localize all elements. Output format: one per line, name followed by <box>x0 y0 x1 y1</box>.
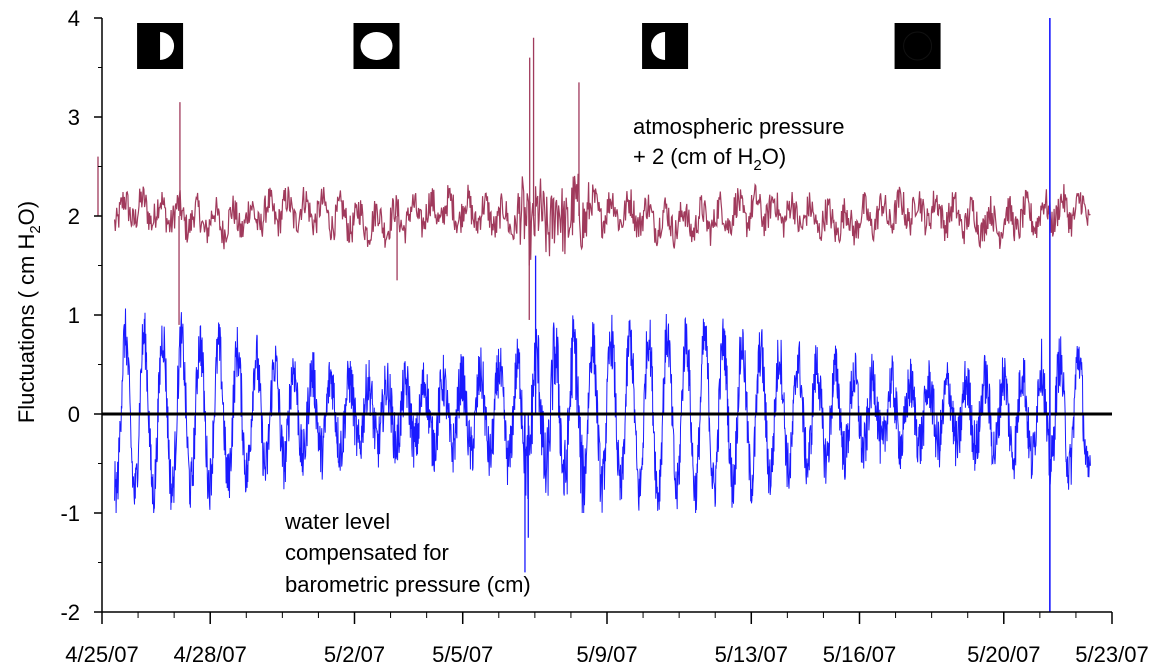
new-moon-moon-icon <box>894 23 941 69</box>
x-tick-label: 4/25/07 <box>65 642 138 667</box>
y-tick-label: 3 <box>68 105 80 130</box>
series-label-water-level-3: barometric pressure (cm) <box>285 572 531 597</box>
series-label-water-level-2: compensated for <box>285 540 449 565</box>
series-label-atmospheric-units: + 2 (cm of H2O) <box>633 144 786 174</box>
x-tick-label: 5/23/07 <box>1075 642 1148 667</box>
first-quarter-moon-icon <box>137 23 184 69</box>
x-tick-label: 5/9/07 <box>576 642 637 667</box>
x-tick-label: 4/28/07 <box>174 642 247 667</box>
x-tick-label: 5/16/07 <box>823 642 896 667</box>
series-label-water-level-1: water level <box>284 509 390 534</box>
x-tick-label: 5/2/07 <box>324 642 385 667</box>
y-axis-title: Fluctuations ( cm H2O) <box>14 201 44 423</box>
moon-phase-icons <box>137 23 941 69</box>
moon-lit-half <box>160 32 175 60</box>
y-tick-label: 4 <box>68 6 80 31</box>
last-quarter-moon-icon <box>642 23 689 69</box>
moon-lit-half <box>651 32 666 60</box>
series-layer <box>97 18 1112 612</box>
y-tick-label: 2 <box>68 204 80 229</box>
moon-dark-disc <box>903 31 933 61</box>
full-moon-moon-icon <box>353 23 400 69</box>
y-tick-label: 0 <box>68 402 80 427</box>
moon-lit-disc <box>360 32 393 60</box>
axes: -2 -1 0 1 2 3 4 4/25/07 4/28/07 5/2/07 5/5/07 5/9/0… <box>60 6 1148 667</box>
y-tick-label: -2 <box>60 600 80 625</box>
y-tick-label: -1 <box>60 501 80 526</box>
x-tick-label: 5/5/07 <box>432 642 493 667</box>
x-tick-label: 5/13/07 <box>715 642 788 667</box>
y-tick-label: 1 <box>68 303 80 328</box>
series-line-water-level <box>114 308 1091 514</box>
series-label-atmospheric: atmospheric pressure <box>633 114 845 139</box>
x-tick-label: 5/20/07 <box>967 642 1040 667</box>
series-line-atmospheric-pressure <box>114 173 1091 266</box>
